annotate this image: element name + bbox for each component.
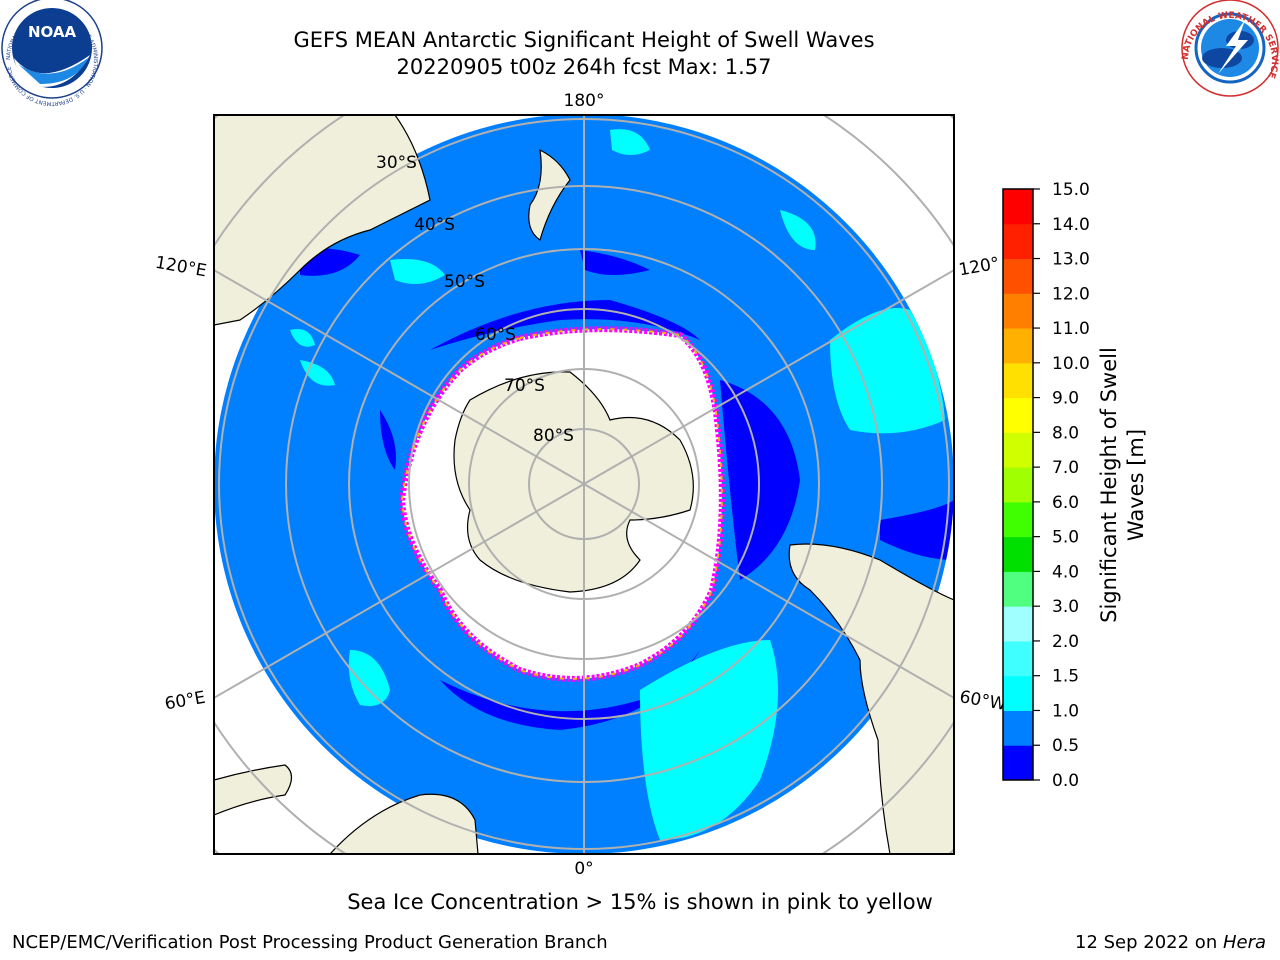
new-zealand-land <box>528 148 571 241</box>
colorbar-cell <box>1003 362 1033 399</box>
colorbar-cell <box>1003 223 1033 260</box>
footer-date: 12 Sep 2022 on Hera <box>1075 932 1266 953</box>
ice-caption: Sea Ice Concentration > 15% is shown in … <box>347 890 933 914</box>
colorbar-cell <box>1003 258 1033 294</box>
colorbar-cell <box>1003 536 1033 572</box>
colorbar-cell <box>1003 640 1033 677</box>
colorbar-cell <box>1003 501 1033 538</box>
africa-land <box>329 793 479 854</box>
colorbar-tick-label: 10.0 <box>1052 354 1090 374</box>
colorbar-cell <box>1003 467 1033 503</box>
lon-label-bottom: 0° <box>574 859 593 879</box>
low-swell-patches <box>300 248 954 730</box>
colorbar-tick-label: 9.0 <box>1052 389 1079 409</box>
colorbar-cell <box>1003 571 1033 607</box>
colorbar-tick-label: 5.0 <box>1052 528 1079 548</box>
colorbar-cell <box>1003 745 1033 781</box>
colorbar-tick-label: 3.0 <box>1052 597 1079 617</box>
lat-label-60s: 60°S <box>475 325 516 345</box>
lat-label-80s: 80°S <box>533 426 574 446</box>
colorbar-tick-label: 13.0 <box>1052 250 1090 270</box>
lon-label-lower-right: 60°W <box>958 687 1008 715</box>
colorbar-label-line2: Waves [m] <box>1124 429 1148 541</box>
colorbar-tick-label: 11.0 <box>1052 319 1090 339</box>
colorbar-cells <box>1003 189 1033 781</box>
colorbar-tick-label: 15.0 <box>1052 180 1090 200</box>
colorbar-tick-label: 7.0 <box>1052 458 1079 478</box>
colorbar-cell <box>1003 606 1033 642</box>
noaa-logo: NOAA NATIONAL OCEANIC AND ATMOSPHERIC AD… <box>1 0 103 106</box>
colorbar-tick-label: 12.0 <box>1052 284 1090 304</box>
graticule <box>214 115 954 854</box>
lat-label-30s: 30°S <box>376 153 417 173</box>
lat-label-50s: 50°S <box>444 272 485 292</box>
high-swell-patches <box>290 129 945 840</box>
lon-label-top: 180° <box>564 91 605 111</box>
antarctica-land <box>453 371 694 593</box>
colorbar-cell <box>1003 328 1033 364</box>
colorbar-tick-label: 8.0 <box>1052 423 1079 443</box>
colorbar-tick-label: 4.0 <box>1052 562 1079 582</box>
colorbar-ticks: 0.0 0.5 1.0 1.5 2.0 3.0 4.0 5.0 6.0 7.0 8.0 9.0 10.0… <box>1033 180 1090 791</box>
colorbar-cell <box>1003 397 1033 433</box>
colorbar-cell <box>1003 293 1033 329</box>
polar-map: 30°S 40°S 50°S 60°S 70°S 80°S <box>214 115 954 854</box>
lat-label-70s: 70°S <box>504 376 545 396</box>
colorbar-tick-label: 1.0 <box>1052 701 1079 721</box>
colorbar-cell <box>1003 189 1033 225</box>
colorbar-tick-label: 6.0 <box>1052 493 1079 513</box>
colorbar-label-line1: Significant Height of Swell <box>1097 347 1121 623</box>
colorbar-tick-label: 2.0 <box>1052 632 1079 652</box>
colorbar-cell <box>1003 710 1033 746</box>
lon-label-upper-right: 120° <box>957 254 1001 281</box>
colorbar-cell <box>1003 432 1033 468</box>
colorbar-tick-label: 14.0 <box>1052 215 1090 235</box>
australia-land <box>214 115 431 326</box>
map-title: GEFS MEAN Antarctic Significant Height o… <box>293 28 875 52</box>
map-subtitle: 20220905 t00z 264h fcst Max: 1.57 <box>396 55 772 79</box>
colorbar: 0.0 0.5 1.0 1.5 2.0 3.0 4.0 5.0 6.0 7.0 8.0 9.0 10.0… <box>1002 180 1148 791</box>
lat-label-40s: 40°S <box>414 215 455 235</box>
nws-logo: NATIONAL WEATHER SERVICE <box>1181 0 1279 97</box>
colorbar-cell <box>1003 675 1033 711</box>
lon-label-upper-left: 120°E <box>154 253 208 282</box>
colorbar-tick-label: 0.0 <box>1052 771 1079 791</box>
footer-branch: NCEP/EMC/Verification Post Processing Pr… <box>12 932 608 953</box>
lon-label-lower-left: 60°E <box>163 688 207 715</box>
footer-host: Hera <box>1222 932 1266 953</box>
colorbar-frame <box>1002 188 1034 781</box>
colorbar-tick-label: 1.5 <box>1052 667 1079 687</box>
noaa-logo-text: NOAA <box>28 23 77 41</box>
map-frame <box>213 114 955 855</box>
footer-date-text: 12 Sep 2022 on <box>1075 932 1223 953</box>
colorbar-tick-label: 0.5 <box>1052 736 1079 756</box>
